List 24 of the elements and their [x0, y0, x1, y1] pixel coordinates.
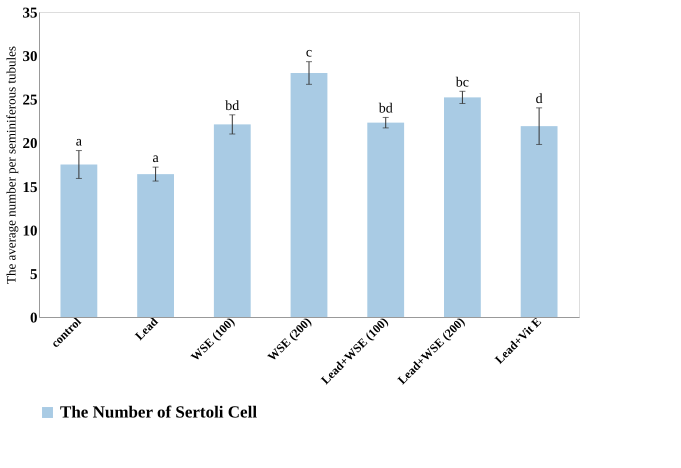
annotation: a: [152, 151, 160, 166]
annotation: a: [76, 134, 83, 150]
y-tick-label: 30: [22, 49, 38, 66]
y-tick-label: 5: [30, 266, 38, 283]
annotation: bd: [225, 98, 240, 114]
annotation: c: [306, 46, 312, 61]
bar: [367, 122, 404, 317]
bar: [214, 124, 251, 317]
y-tick-label: 35: [22, 6, 38, 22]
annotation: bc: [456, 75, 470, 90]
y-tick-label: 0: [30, 310, 38, 326]
legend-label: The Number of Sertoli Cell: [60, 402, 258, 422]
bar: [290, 73, 328, 317]
y-tick-label: 20: [22, 136, 38, 152]
annotation: bd: [378, 101, 393, 116]
y-axis-title: The average number per seminiferous tubules: [4, 46, 18, 284]
bar: [137, 174, 174, 317]
bar: [520, 126, 558, 317]
bar: [60, 164, 98, 317]
bar: [444, 97, 481, 317]
y-tick-label: 25: [22, 92, 38, 109]
y-tick-label: 15: [22, 180, 38, 196]
y-tick-label: 10: [22, 223, 38, 240]
annotation: d: [536, 92, 543, 107]
